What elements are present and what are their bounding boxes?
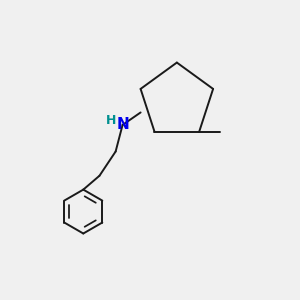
- Text: N: N: [116, 117, 129, 132]
- Text: H: H: [106, 114, 117, 127]
